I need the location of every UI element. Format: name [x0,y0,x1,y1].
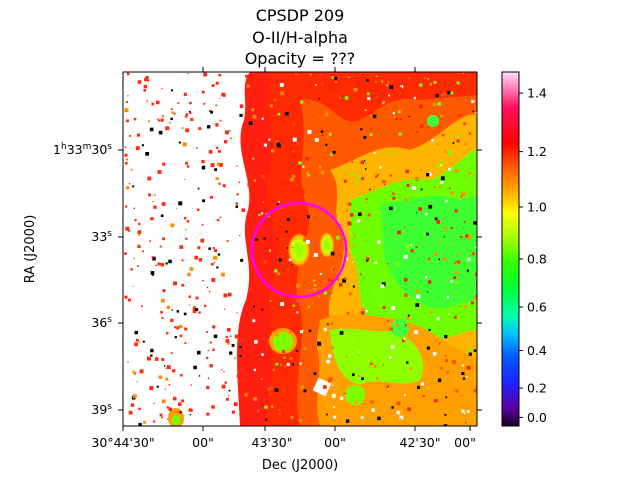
colorbar-tick-label: 0.6 [527,300,547,315]
x-axis: 30°44'30" 00" 43'30" 00" 42'30" 00" Dec … [91,67,476,473]
colorbar-gradient [501,71,520,427]
x-axis-label: Dec (J2000) [262,458,338,473]
y-axis: 1h33m30s 33s 36s 39s RA (J2000) [23,142,482,417]
y-tick-label-2: 33s [91,229,112,244]
colorbar-tick-label: 1.0 [527,200,547,215]
chart-opacity-label: Opacity = ??? [244,49,356,68]
y-tick-label-4: 39s [91,402,112,417]
x-tick-label-6: 00" [454,435,476,450]
chart-title: CPSDP 209 [255,6,345,25]
x-tick-label-3: 43'30" [252,435,293,450]
colorbar-tick-label: 1.2 [527,144,547,159]
plot-frame [122,71,478,427]
colorbar-tick-label: 1.4 [527,86,547,101]
colorbar-tick-label: 0.4 [527,343,547,358]
region-circle-marker [250,201,348,299]
y-axis-label: RA (J2000) [23,215,38,284]
x-tick-label-5: 42'30" [400,435,441,450]
x-tick-label-1: 30°44'30" [91,435,154,450]
y-tick-label-3: 36s [91,315,112,330]
x-tick-label-4: 00" [324,435,346,450]
colorbar: 0.0 0.2 0.4 0.6 0.8 1.0 1.2 1.4 [501,71,547,427]
colorbar-tick-label: 0.0 [527,410,547,425]
chart-subtitle: O-II/H-alpha [252,28,348,47]
x-tick-label-2: 00" [192,435,214,450]
y-tick-label-1: 1h33m30s [53,142,112,157]
emission-map [123,72,477,426]
colorbar-tick-label: 0.2 [527,381,547,396]
colorbar-tick-label: 0.8 [527,251,547,266]
